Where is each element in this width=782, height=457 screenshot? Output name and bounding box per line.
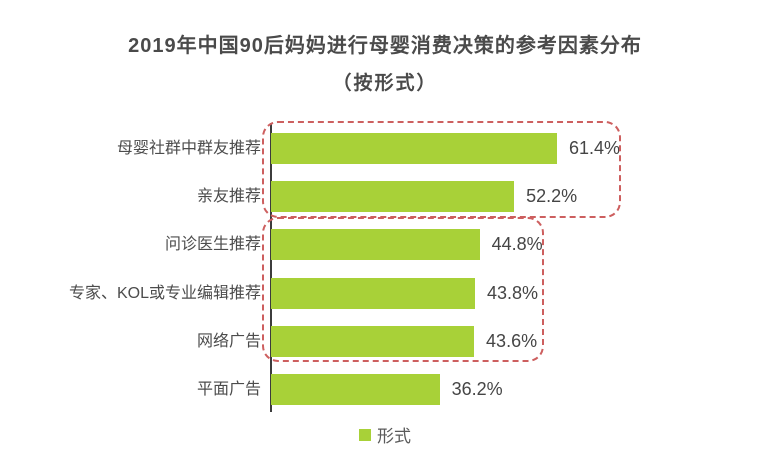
category-label: 问诊医生推荐 <box>164 236 261 254</box>
bar <box>271 277 475 309</box>
value-label: 52.2% <box>526 186 578 207</box>
legend-color-swatch <box>359 428 371 441</box>
value-label: 43.6% <box>486 330 538 351</box>
bar <box>271 374 440 405</box>
y-axis-line <box>270 123 272 412</box>
bar <box>271 181 515 213</box>
chart-title: 2019年中国90后妈妈进行母婴消费决策的参考因素分布 （按形式） <box>0 31 770 99</box>
category-label: 亲友推荐 <box>196 188 261 206</box>
value-label: 36.2% <box>451 379 503 399</box>
legend-label: 形式 <box>377 427 411 446</box>
value-label: 44.8% <box>491 234 543 255</box>
bar <box>271 133 557 164</box>
category-label: 母婴社群中群友推荐 <box>116 140 261 157</box>
value-label: 43.8% <box>486 282 539 303</box>
category-label: 专家、KOL或专业编辑推荐 <box>68 284 261 302</box>
value-label: 61.4% <box>568 138 620 158</box>
category-label: 网络广告 <box>196 332 261 350</box>
chart-legend: 形式 <box>0 422 770 447</box>
category-label: 平面广告 <box>196 381 261 398</box>
group-highlight-outline <box>262 216 544 363</box>
chart-title-line2: （按形式） <box>332 73 438 94</box>
bar <box>271 229 480 261</box>
bar <box>271 325 475 357</box>
chart-title-line1: 2019年中国90后妈妈进行母婴消费决策的参考因素分布 <box>128 35 642 57</box>
group-highlight-outline <box>262 120 621 218</box>
